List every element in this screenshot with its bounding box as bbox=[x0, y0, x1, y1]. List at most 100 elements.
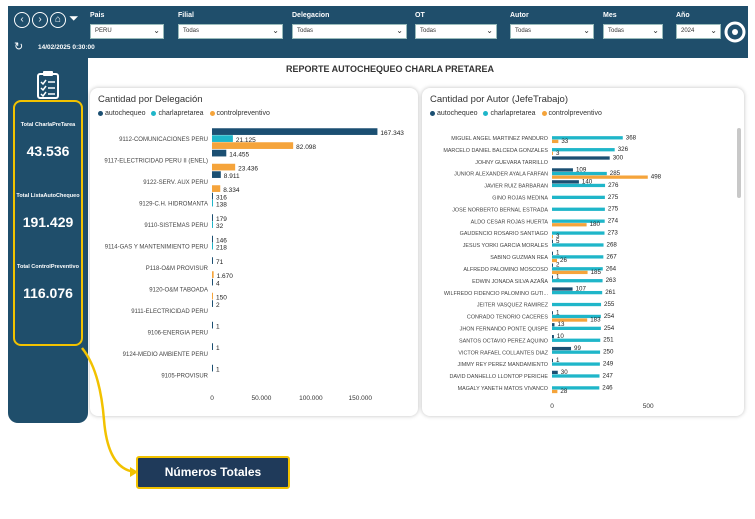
bar-autochequeo[interactable] bbox=[212, 192, 213, 200]
bar-controlpreventivo[interactable] bbox=[552, 318, 588, 322]
filter-select-0[interactable]: PERU ⌄ bbox=[90, 24, 164, 39]
bar-charlapretarea[interactable] bbox=[552, 350, 601, 354]
bar-autochequeo[interactable] bbox=[212, 235, 213, 243]
bar-autochequeo[interactable] bbox=[552, 275, 553, 279]
bar-charlapretarea[interactable] bbox=[552, 171, 607, 176]
legend-controlpreventivo-icon bbox=[541, 110, 547, 116]
data-label: 275 bbox=[608, 194, 619, 201]
bar-controlpreventivo[interactable] bbox=[212, 271, 214, 278]
bar-autochequeo[interactable] bbox=[552, 370, 558, 375]
kpi-sidebar: Total CharlaPreTarea 43.536 Total ListaA… bbox=[8, 58, 88, 423]
x-tick-label: 50.000 bbox=[251, 395, 271, 402]
legend-charlapretarea-icon bbox=[151, 110, 157, 116]
bar-controlpreventivo[interactable] bbox=[552, 270, 588, 275]
data-label: 138 bbox=[216, 201, 227, 208]
bar-autochequeo[interactable] bbox=[552, 168, 573, 172]
category-label: MIGUEL ANGEL MARTINEZ PANDURO bbox=[451, 136, 548, 142]
bar-charlapretarea[interactable] bbox=[552, 374, 600, 378]
bar-autochequeo[interactable] bbox=[552, 180, 579, 184]
bar-charlapretarea[interactable] bbox=[552, 279, 603, 283]
bar-autochequeo[interactable] bbox=[212, 257, 213, 264]
chevron-down-icon: ⌄ bbox=[396, 26, 403, 35]
bar-charlapretarea[interactable] bbox=[552, 219, 605, 223]
bar-autochequeo[interactable] bbox=[552, 239, 553, 244]
bar-charlapretarea[interactable] bbox=[552, 362, 600, 366]
filter-select-1[interactable]: Todas ⌄ bbox=[178, 24, 283, 39]
bar-controlpreventivo[interactable] bbox=[552, 139, 559, 144]
bar-controlpreventivo[interactable] bbox=[212, 142, 294, 149]
bar-autochequeo[interactable] bbox=[552, 323, 555, 327]
filter-select-6[interactable]: 2024 ⌄ bbox=[676, 24, 721, 39]
bar-autochequeo[interactable] bbox=[552, 251, 553, 255]
filter-select-2[interactable]: Todas ⌄ bbox=[292, 24, 407, 39]
filter-label-5: Mes bbox=[603, 12, 617, 19]
filter-select-5[interactable]: Todas ⌄ bbox=[603, 24, 663, 39]
bar-autochequeo[interactable] bbox=[552, 335, 554, 339]
category-label: ALDO CESAR ROJAS HUERTA bbox=[471, 219, 549, 225]
bar-controlpreventivo[interactable] bbox=[212, 163, 236, 171]
filter-select-3[interactable]: Todas ⌄ bbox=[415, 24, 497, 39]
bar-controlpreventivo[interactable] bbox=[212, 185, 221, 192]
bar-controlpreventivo[interactable] bbox=[552, 223, 587, 227]
bar-charlapretarea[interactable] bbox=[212, 199, 213, 207]
bar-charlapretarea[interactable] bbox=[552, 255, 604, 259]
bar-autochequeo[interactable] bbox=[552, 263, 553, 267]
bar-charlapretarea[interactable] bbox=[552, 231, 605, 235]
bar-autochequeo[interactable] bbox=[212, 149, 227, 157]
bar-charlapretarea[interactable] bbox=[552, 290, 603, 295]
bar-autochequeo[interactable] bbox=[552, 311, 553, 315]
bar-controlpreventivo[interactable] bbox=[552, 235, 553, 239]
bar-charlapretarea[interactable] bbox=[552, 243, 604, 247]
bar-controlpreventivo[interactable] bbox=[552, 151, 553, 155]
bar-autochequeo[interactable] bbox=[552, 358, 553, 363]
data-label: 267 bbox=[606, 253, 617, 260]
bar-autochequeo[interactable] bbox=[212, 128, 378, 135]
bar-charlapretarea[interactable] bbox=[552, 314, 601, 319]
bar-charlapretarea[interactable] bbox=[552, 267, 603, 271]
bar-controlpreventivo[interactable] bbox=[552, 389, 558, 394]
bar-charlapretarea[interactable] bbox=[552, 195, 605, 199]
data-label: 368 bbox=[626, 134, 637, 141]
bar-charlapretarea[interactable] bbox=[552, 302, 602, 307]
bar-autochequeo[interactable] bbox=[212, 300, 213, 307]
bar-autochequeo[interactable] bbox=[212, 171, 221, 178]
bar-charlapretarea[interactable] bbox=[552, 338, 601, 342]
bar-charlapretarea[interactable] bbox=[552, 183, 606, 188]
bar-autochequeo[interactable] bbox=[212, 214, 213, 221]
data-label: 246 bbox=[602, 384, 613, 391]
refresh-icon[interactable]: ↻ bbox=[14, 41, 24, 53]
bar-controlpreventivo[interactable] bbox=[212, 292, 213, 300]
bar-autochequeo[interactable] bbox=[552, 287, 573, 291]
bar-charlapretarea[interactable] bbox=[552, 207, 605, 211]
bar-charlapretarea[interactable] bbox=[212, 135, 233, 142]
bar-autochequeo[interactable] bbox=[212, 364, 213, 372]
bar-autochequeo[interactable] bbox=[212, 343, 213, 350]
bar-autochequeo[interactable] bbox=[212, 321, 213, 329]
data-label: 28 bbox=[560, 388, 567, 395]
category-label: 9106-ENERGIA PERU bbox=[148, 330, 208, 336]
bar-charlapretarea[interactable] bbox=[552, 386, 600, 390]
data-label: 275 bbox=[608, 206, 619, 213]
bar-autochequeo[interactable] bbox=[552, 346, 572, 351]
data-label: 8.334 bbox=[223, 187, 240, 194]
bar-charlapretarea[interactable] bbox=[552, 326, 601, 330]
chart-scrollbar[interactable] bbox=[737, 128, 741, 198]
bar-controlpreventivo[interactable] bbox=[552, 258, 557, 263]
bar-charlapretarea[interactable] bbox=[552, 136, 623, 140]
clear-filter-icon[interactable]: ⏷ bbox=[69, 11, 79, 25]
bar-charlapretarea[interactable] bbox=[212, 242, 213, 250]
bar-charlapretarea[interactable] bbox=[552, 148, 615, 152]
bar-controlpreventivo[interactable] bbox=[552, 175, 648, 179]
filter-value: Todas bbox=[183, 28, 200, 34]
bar-charlapretarea[interactable] bbox=[212, 221, 213, 228]
category-label: JEITER VASQUEZ RAMIREZ bbox=[477, 303, 549, 309]
bar-autochequeo[interactable] bbox=[552, 156, 610, 160]
back-icon[interactable]: ‹ bbox=[14, 12, 30, 28]
filter-select-4[interactable]: Todas ⌄ bbox=[510, 24, 594, 39]
chart-legend-autor: autochequeo charlapretarea controlpreven… bbox=[430, 110, 602, 117]
forward-icon[interactable]: › bbox=[32, 12, 48, 28]
bar-autochequeo[interactable] bbox=[212, 278, 213, 286]
category-label: 9111-ELECTRICIDAD PERU bbox=[131, 309, 208, 315]
home-icon[interactable]: ⌂ bbox=[50, 12, 66, 28]
category-label: SABINO GUZMAN REA bbox=[490, 255, 548, 261]
